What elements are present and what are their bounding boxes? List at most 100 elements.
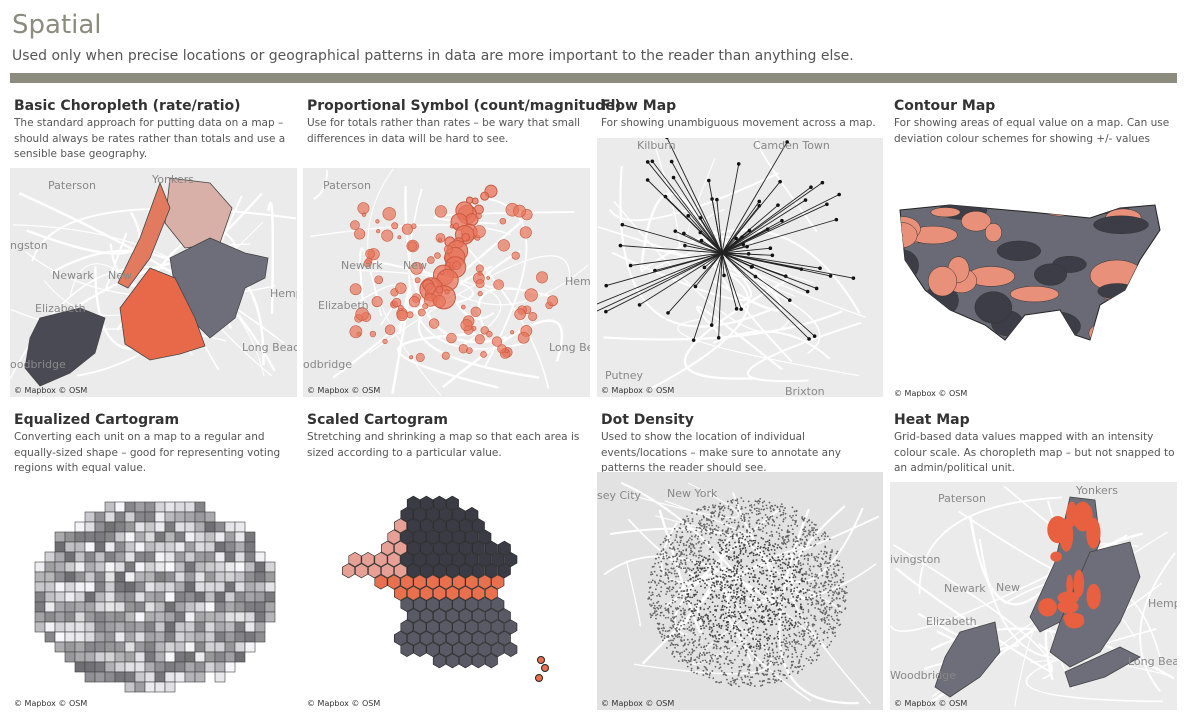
dot (795, 641, 798, 644)
dot (675, 565, 678, 568)
dot (707, 558, 710, 561)
dot (768, 553, 771, 556)
flow-line (721, 252, 817, 289)
hexagon (361, 552, 375, 567)
cell (184, 661, 196, 673)
dot (753, 617, 755, 620)
dot (694, 603, 696, 606)
cell (74, 641, 86, 653)
dot (819, 610, 822, 613)
dot (690, 624, 693, 627)
dot (737, 576, 740, 578)
dot (811, 601, 814, 604)
dot (726, 641, 728, 644)
dot (769, 617, 772, 620)
cell (234, 601, 246, 613)
hexagon (445, 653, 459, 669)
dot (683, 650, 686, 653)
dot (748, 576, 751, 579)
dot (803, 518, 805, 521)
contour (1125, 312, 1160, 333)
place-label: Hempste (270, 287, 297, 300)
dot (676, 630, 679, 633)
dot (686, 596, 688, 599)
dot (826, 562, 829, 565)
dot (791, 656, 794, 659)
dot (730, 683, 732, 686)
dot (812, 638, 815, 641)
dot (685, 659, 688, 662)
dot (702, 541, 705, 544)
dot (832, 628, 835, 631)
dot (695, 526, 698, 529)
dot (682, 567, 685, 570)
dot (755, 507, 758, 510)
dot (657, 628, 660, 631)
dot (740, 575, 742, 578)
dot (749, 504, 751, 507)
dot (773, 681, 776, 684)
dot (734, 620, 737, 623)
dot (761, 556, 764, 558)
flow-end (814, 286, 819, 291)
dot (814, 630, 817, 632)
dot (817, 564, 819, 567)
cell (214, 661, 226, 673)
dot (766, 540, 769, 543)
dot (746, 614, 749, 617)
dot (738, 652, 741, 655)
hexagon (406, 495, 420, 511)
dot (660, 586, 663, 589)
cell (214, 551, 226, 563)
dot (686, 661, 689, 664)
dot (807, 610, 810, 613)
dot (690, 629, 692, 632)
hexagon (432, 585, 446, 601)
place-label: Elizabeth (35, 302, 86, 315)
flow-line (673, 177, 723, 254)
cell (244, 551, 256, 563)
dot (781, 624, 784, 627)
dot (649, 613, 652, 615)
flow-end (604, 283, 609, 288)
dot (754, 500, 757, 503)
dot (773, 670, 776, 672)
dot (683, 634, 686, 637)
road (747, 321, 862, 382)
dot (703, 556, 706, 559)
dot (826, 535, 829, 538)
dot (708, 628, 711, 631)
cell (64, 581, 76, 593)
hexagon (400, 507, 414, 522)
dot (751, 543, 754, 546)
dot (835, 592, 838, 594)
dot (824, 546, 827, 549)
dot (743, 600, 746, 602)
dot (659, 543, 662, 546)
dot (723, 523, 726, 526)
dot (809, 598, 812, 600)
cell (184, 601, 196, 613)
dot (748, 642, 751, 645)
dot (713, 582, 715, 585)
dot (690, 538, 693, 541)
dot (707, 642, 710, 645)
dot (722, 619, 725, 622)
dot (736, 498, 739, 501)
dot (747, 512, 750, 515)
dot (759, 551, 762, 554)
cell (204, 611, 216, 623)
dot (739, 606, 742, 609)
hexagon (452, 642, 466, 657)
cell (164, 511, 176, 523)
dot (696, 603, 699, 606)
dot (659, 614, 662, 617)
dot (833, 581, 836, 584)
hexagon (541, 664, 549, 672)
dot (832, 599, 835, 601)
dot (773, 545, 775, 548)
dot (809, 530, 812, 533)
dot (786, 534, 789, 537)
dot (736, 560, 739, 563)
dot (791, 506, 794, 509)
